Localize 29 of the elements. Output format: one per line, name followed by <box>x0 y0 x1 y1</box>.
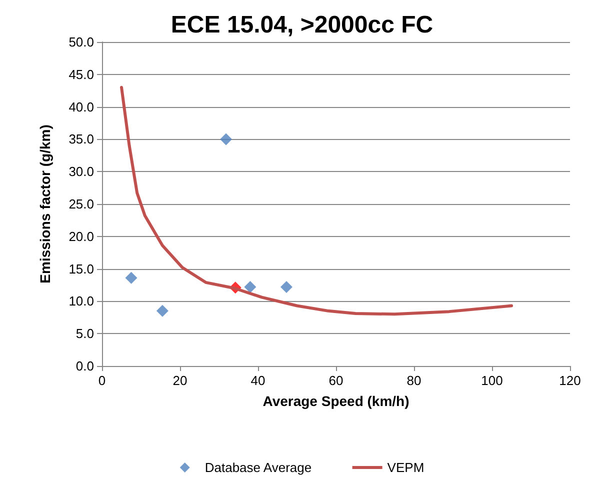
y-tick-label: 35.0 <box>68 132 94 147</box>
x-tick-label: 0 <box>98 373 106 388</box>
y-tick-label: 0.0 <box>76 358 94 374</box>
y-tick-label: 10.0 <box>68 294 94 309</box>
x-axis-title: Average Speed (km/h) <box>262 393 410 409</box>
legend-label: VEPM <box>387 460 424 475</box>
line-series <box>120 86 513 316</box>
point <box>125 272 138 284</box>
y-tick-label: 25.0 <box>68 196 94 212</box>
point <box>156 304 168 317</box>
point <box>280 280 292 293</box>
point <box>244 280 256 293</box>
y-tick-label: 20.0 <box>68 228 94 244</box>
x-tick-label: 20 <box>172 373 188 388</box>
x-tick-label: 120 <box>559 373 581 388</box>
y-tick-label: 45.0 <box>68 66 94 82</box>
x-tick-label: 100 <box>481 373 503 388</box>
y-tick-label: 50.0 <box>68 34 94 50</box>
x-tick-label: 80 <box>406 373 422 388</box>
x-tick-label: 60 <box>328 373 344 388</box>
y-axis-title: Emissions factor (g/km) <box>37 124 53 284</box>
x-tick-label: 40 <box>250 373 266 388</box>
legend-label: Database Average <box>204 460 312 475</box>
point <box>220 133 232 146</box>
y-tick-label: 40.0 <box>68 99 94 114</box>
y-tick-label: 30.0 <box>68 164 94 180</box>
y-tick-label: 5.0 <box>76 326 94 342</box>
y-tick-label: 15.0 <box>68 261 94 276</box>
chart-title: ECE 15.04, >2000cc FC <box>170 12 434 38</box>
